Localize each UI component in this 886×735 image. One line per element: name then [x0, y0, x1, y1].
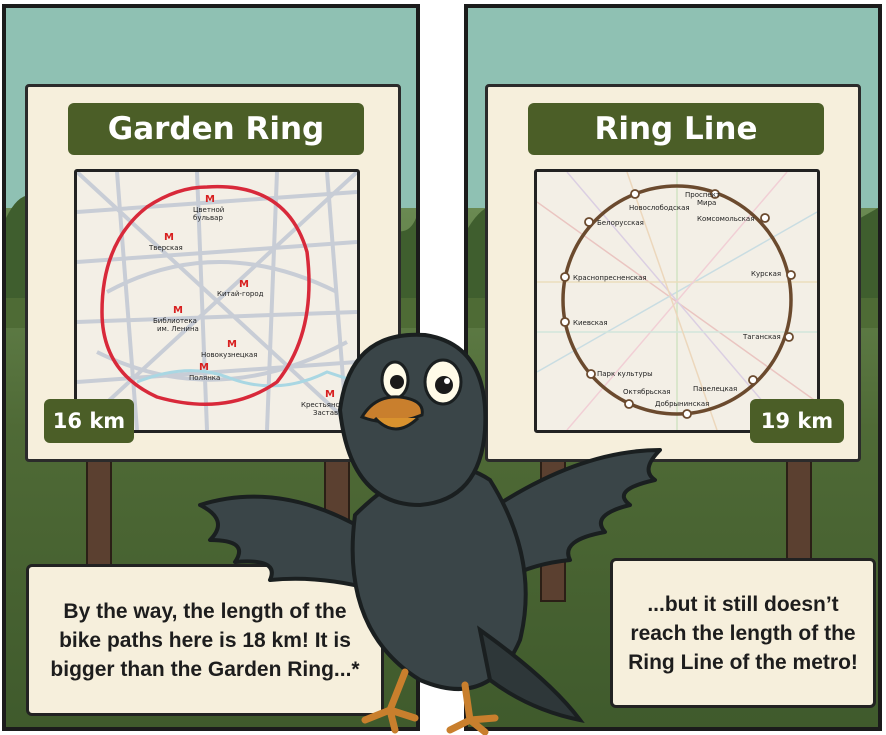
leg-left: [361, 668, 419, 734]
station-label: Павелецкая: [693, 385, 737, 393]
right-comic-panel: Ring Line Проспект Мира Новосло: [464, 4, 882, 731]
station-label: Новослободская: [629, 204, 690, 212]
station-label: Октябрьская: [623, 388, 671, 396]
station-label: Комсомольская: [697, 215, 754, 223]
svg-text:M: M: [205, 194, 215, 205]
station-label: Новокузнецкая: [201, 351, 257, 359]
length-badge: 19 km: [750, 399, 844, 443]
station-label: Курская: [751, 270, 781, 278]
station-label: Киевская: [573, 319, 608, 327]
left-wing: [198, 494, 377, 592]
crow-mascot: [198, 332, 662, 735]
city-map-illustration: M Цветной бульвар M Тверская M Китай-гор…: [77, 172, 357, 430]
station-label: Белорусская: [597, 219, 644, 227]
station-label: бульвар: [193, 214, 223, 222]
svg-text:M: M: [239, 279, 249, 290]
station-label: Цветной: [193, 206, 224, 214]
station-label: Мира: [697, 199, 716, 207]
length-badge: 16 km: [44, 399, 134, 443]
speech-bubble-left: By the way, the length of the bike paths…: [26, 564, 384, 716]
station-label: им. Ленина: [157, 325, 199, 333]
station-label: Китай-город: [217, 290, 264, 298]
station-label: Библиотека: [153, 317, 197, 325]
left-comic-panel: Garden Ring M Цветной бульвар M Тверская…: [2, 4, 420, 731]
garden-ring-sign: Garden Ring M Цветной бульвар M Тверская…: [25, 84, 401, 462]
svg-text:M: M: [173, 305, 183, 316]
right-wing: [488, 448, 662, 592]
station-label: Добрынинская: [655, 400, 709, 408]
metro-map-illustration: Проспект Мира Новослободская Комсомольск…: [537, 172, 817, 430]
svg-text:M: M: [164, 232, 174, 243]
metro-map: Проспект Мира Новослободская Комсомольск…: [534, 169, 820, 433]
garden-ring-outline: [100, 184, 311, 406]
sign-title: Garden Ring: [68, 103, 364, 155]
ring-line-sign: Ring Line Проспект Мира Новосло: [485, 84, 861, 462]
ring-line-circle: [561, 184, 793, 416]
station-label: Застава: [313, 409, 342, 417]
leg-right: [446, 681, 499, 735]
station-label: Проспект: [685, 191, 720, 199]
garden-ring-map: M Цветной бульвар M Тверская M Китай-гор…: [74, 169, 360, 433]
speech-bubble-right: ...but it still doesn’t reach the length…: [610, 558, 876, 708]
svg-text:M: M: [325, 389, 335, 400]
station-label: Полянка: [189, 374, 220, 382]
station-label: Таганская: [742, 333, 781, 341]
station-label: Крестьянская: [301, 401, 352, 409]
sign-title: Ring Line: [528, 103, 824, 155]
station-label: Краснопресненская: [573, 274, 647, 282]
station-label: Тверская: [148, 244, 183, 252]
station-label: Парк культуры: [597, 370, 653, 378]
svg-text:M: M: [227, 339, 237, 350]
svg-text:M: M: [199, 362, 209, 373]
